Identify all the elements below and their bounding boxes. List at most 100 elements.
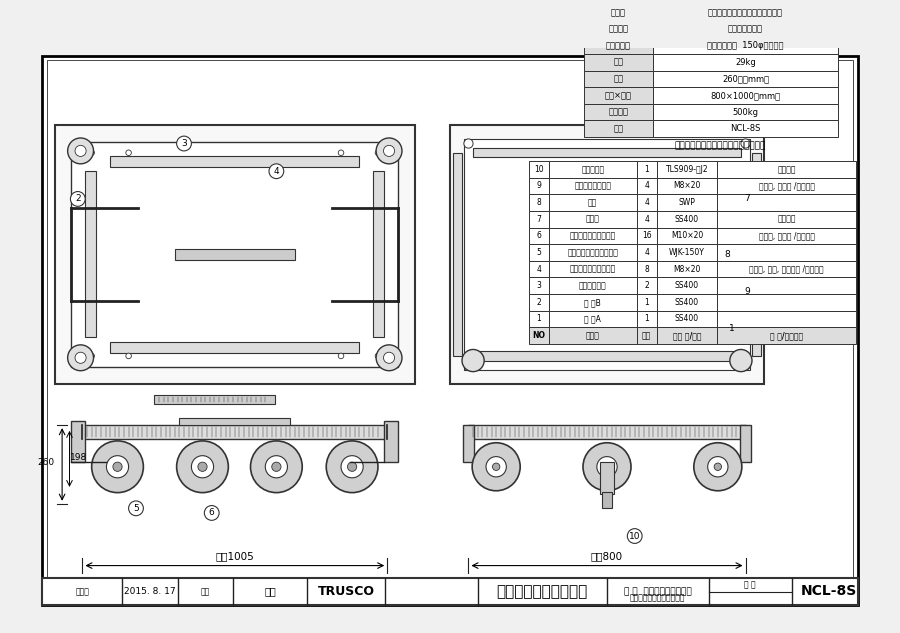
- Bar: [549, 194, 636, 211]
- Text: 4: 4: [644, 182, 649, 191]
- Text: 5: 5: [536, 248, 541, 257]
- Bar: [653, 0, 838, 4]
- Text: 部品名: 部品名: [586, 331, 599, 340]
- Circle shape: [464, 361, 473, 370]
- Bar: [175, 249, 295, 260]
- Bar: [636, 327, 657, 344]
- Circle shape: [375, 150, 381, 156]
- Text: 4: 4: [644, 198, 649, 207]
- Bar: [636, 261, 657, 277]
- Circle shape: [338, 150, 344, 156]
- Bar: [653, 87, 838, 104]
- Bar: [657, 244, 717, 261]
- Circle shape: [583, 442, 631, 491]
- Text: トラスコ中山株式会社: トラスコ中山株式会社: [497, 584, 588, 599]
- Text: 塗装色: 塗装色: [611, 8, 626, 17]
- Bar: [83, 425, 387, 439]
- Circle shape: [198, 462, 207, 472]
- Circle shape: [740, 284, 755, 299]
- Circle shape: [707, 456, 728, 477]
- Text: SS400: SS400: [675, 298, 699, 307]
- Bar: [740, 425, 752, 462]
- Text: 組入形態: 組入形態: [608, 25, 628, 34]
- Bar: [653, 54, 838, 70]
- Bar: [464, 139, 751, 370]
- Bar: [636, 194, 657, 211]
- Bar: [636, 277, 657, 294]
- Bar: [717, 311, 857, 327]
- Bar: [549, 211, 636, 227]
- Circle shape: [92, 441, 143, 492]
- Bar: [473, 351, 741, 361]
- Text: 型式: 型式: [614, 124, 624, 133]
- Text: 1: 1: [644, 315, 649, 323]
- Text: 本体アングル: 本体アングル: [579, 281, 607, 291]
- Text: 1: 1: [644, 298, 649, 307]
- Bar: [717, 194, 857, 211]
- Bar: [717, 161, 857, 178]
- Bar: [549, 327, 636, 344]
- Circle shape: [603, 463, 611, 470]
- Text: 地出須, 高強行 /ユニクロ: 地出須, 高強行 /ユニクロ: [759, 232, 814, 241]
- Circle shape: [383, 352, 394, 363]
- Bar: [584, 54, 653, 70]
- Circle shape: [347, 462, 356, 472]
- Circle shape: [741, 361, 751, 370]
- Text: 3: 3: [181, 139, 187, 148]
- Circle shape: [730, 349, 752, 372]
- Text: 自在車固定式  150φゴム車輪: 自在車固定式 150φゴム車輪: [707, 41, 784, 50]
- Bar: [55, 125, 415, 384]
- Text: 8: 8: [724, 250, 730, 259]
- Text: 16: 16: [642, 232, 652, 241]
- Bar: [657, 311, 717, 327]
- Text: SS400: SS400: [675, 215, 699, 223]
- Bar: [717, 294, 857, 311]
- Text: NCL-8S: NCL-8S: [800, 584, 857, 598]
- Bar: [636, 244, 657, 261]
- Bar: [653, 104, 838, 120]
- Text: 口幅×奉行: 口幅×奉行: [605, 91, 632, 100]
- Text: 260: 260: [38, 458, 55, 467]
- Text: 高さ: 高さ: [614, 74, 624, 84]
- Bar: [549, 227, 636, 244]
- Bar: [657, 194, 717, 211]
- Bar: [636, 211, 657, 227]
- Circle shape: [106, 456, 129, 478]
- Bar: [71, 420, 86, 462]
- Text: 3: 3: [536, 281, 541, 291]
- Bar: [549, 161, 636, 178]
- Circle shape: [375, 353, 381, 359]
- Bar: [549, 178, 636, 194]
- Circle shape: [272, 462, 281, 472]
- Bar: [584, 120, 653, 137]
- Bar: [584, 21, 653, 37]
- Bar: [179, 418, 290, 425]
- Bar: [155, 395, 274, 404]
- Bar: [463, 425, 474, 462]
- Text: M10×20: M10×20: [670, 232, 703, 241]
- Text: 198: 198: [69, 453, 86, 462]
- Text: 9: 9: [536, 182, 541, 191]
- Bar: [636, 227, 657, 244]
- Bar: [549, 311, 636, 327]
- Bar: [636, 294, 657, 311]
- Text: キャスター取付ボルト: キャスター取付ボルト: [570, 232, 616, 241]
- Bar: [752, 153, 761, 356]
- Text: 自重: 自重: [614, 58, 624, 66]
- Bar: [549, 294, 636, 311]
- Bar: [657, 211, 717, 227]
- Text: 地荷重量: 地荷重量: [608, 108, 628, 116]
- Circle shape: [492, 463, 500, 470]
- Bar: [599, 462, 615, 494]
- Text: 2: 2: [75, 194, 81, 203]
- Bar: [657, 227, 717, 244]
- Text: 9: 9: [744, 287, 751, 296]
- Text: 地出須, 高強行 /ユニクロ: 地出須, 高強行 /ユニクロ: [759, 182, 814, 191]
- Text: SS400: SS400: [675, 281, 699, 291]
- Bar: [636, 311, 657, 327]
- Text: 自在車固定式キャスター: 自在車固定式キャスター: [567, 248, 618, 257]
- Bar: [528, 178, 549, 194]
- Circle shape: [627, 529, 642, 543]
- Bar: [528, 277, 549, 294]
- Circle shape: [192, 456, 213, 478]
